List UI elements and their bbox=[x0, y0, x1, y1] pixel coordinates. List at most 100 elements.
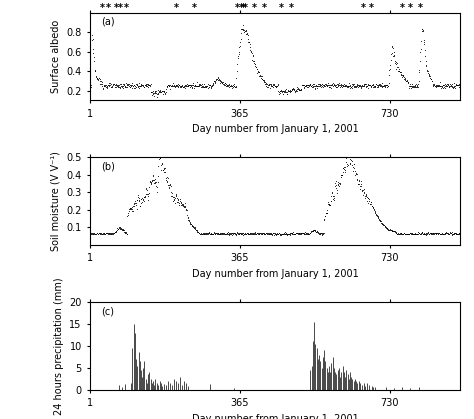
Point bbox=[206, 83, 213, 90]
Point bbox=[361, 80, 369, 87]
Text: (b): (b) bbox=[101, 162, 115, 172]
Point bbox=[334, 181, 341, 188]
Point bbox=[278, 230, 285, 237]
Point bbox=[203, 230, 211, 237]
Point bbox=[429, 81, 437, 88]
Point bbox=[246, 231, 253, 238]
Point bbox=[218, 230, 225, 236]
Point bbox=[88, 231, 95, 238]
Point bbox=[356, 186, 364, 192]
Point bbox=[369, 203, 376, 210]
Point bbox=[409, 83, 416, 90]
Point bbox=[140, 83, 147, 90]
Point bbox=[149, 177, 156, 184]
Point bbox=[230, 83, 238, 89]
Point bbox=[448, 81, 456, 88]
Point bbox=[415, 78, 422, 84]
Point bbox=[137, 196, 145, 203]
Point bbox=[337, 172, 345, 178]
Point bbox=[198, 84, 205, 91]
Point bbox=[206, 82, 213, 88]
Point bbox=[247, 230, 255, 237]
Point bbox=[248, 50, 255, 57]
Point bbox=[198, 230, 206, 237]
Point bbox=[152, 88, 159, 95]
Point bbox=[314, 81, 322, 88]
Point bbox=[409, 83, 417, 90]
Point bbox=[163, 177, 170, 184]
Point bbox=[267, 230, 275, 237]
Point bbox=[408, 85, 415, 91]
Point bbox=[416, 230, 424, 237]
Point bbox=[272, 231, 280, 238]
Point bbox=[184, 216, 192, 223]
Point bbox=[324, 82, 332, 89]
Point bbox=[330, 82, 337, 89]
Point bbox=[191, 83, 199, 89]
Point bbox=[338, 172, 346, 179]
Point bbox=[409, 230, 416, 237]
Point bbox=[375, 216, 383, 223]
Point bbox=[176, 83, 183, 90]
Point bbox=[148, 177, 156, 184]
Point bbox=[411, 82, 419, 89]
Point bbox=[191, 225, 198, 231]
Point bbox=[284, 87, 292, 93]
Point bbox=[233, 232, 240, 238]
Point bbox=[131, 84, 139, 91]
Point bbox=[432, 231, 439, 238]
Point bbox=[102, 83, 109, 90]
Point bbox=[319, 83, 327, 90]
Point bbox=[301, 230, 309, 237]
Point bbox=[445, 230, 453, 237]
Point bbox=[429, 230, 437, 237]
Point bbox=[311, 228, 319, 235]
Point bbox=[150, 172, 157, 179]
Point bbox=[299, 82, 307, 89]
Point bbox=[314, 84, 321, 91]
Point bbox=[180, 202, 187, 209]
Point bbox=[100, 230, 108, 237]
Point bbox=[306, 230, 313, 236]
Point bbox=[364, 82, 371, 89]
Point bbox=[185, 217, 192, 223]
Point bbox=[438, 230, 445, 237]
Point bbox=[252, 64, 260, 71]
Point bbox=[386, 226, 394, 233]
Point bbox=[202, 84, 210, 91]
Point bbox=[294, 230, 302, 237]
Point bbox=[159, 161, 166, 168]
Point bbox=[259, 76, 266, 83]
Point bbox=[215, 76, 222, 83]
Point bbox=[123, 82, 130, 89]
Point bbox=[300, 82, 307, 89]
Point bbox=[258, 75, 266, 82]
Point bbox=[91, 230, 99, 237]
Point bbox=[113, 81, 120, 88]
Point bbox=[302, 230, 310, 236]
Point bbox=[448, 83, 456, 90]
Point bbox=[221, 230, 229, 237]
Point bbox=[182, 82, 190, 89]
Point bbox=[155, 87, 163, 94]
Point bbox=[427, 230, 434, 237]
Point bbox=[327, 82, 335, 89]
Point bbox=[412, 230, 419, 237]
Point bbox=[398, 71, 405, 78]
Point bbox=[254, 230, 262, 237]
Point bbox=[100, 229, 107, 236]
Point bbox=[267, 81, 275, 88]
Point bbox=[203, 230, 210, 236]
Point bbox=[199, 230, 207, 237]
Point bbox=[363, 81, 370, 88]
Point bbox=[216, 78, 224, 84]
Point bbox=[231, 229, 238, 236]
Point bbox=[184, 83, 192, 89]
Text: *: * bbox=[240, 3, 246, 13]
Point bbox=[143, 187, 151, 194]
Point bbox=[186, 83, 194, 90]
Point bbox=[278, 230, 286, 237]
Point bbox=[307, 82, 315, 89]
Point bbox=[159, 88, 167, 95]
Point bbox=[304, 82, 312, 88]
